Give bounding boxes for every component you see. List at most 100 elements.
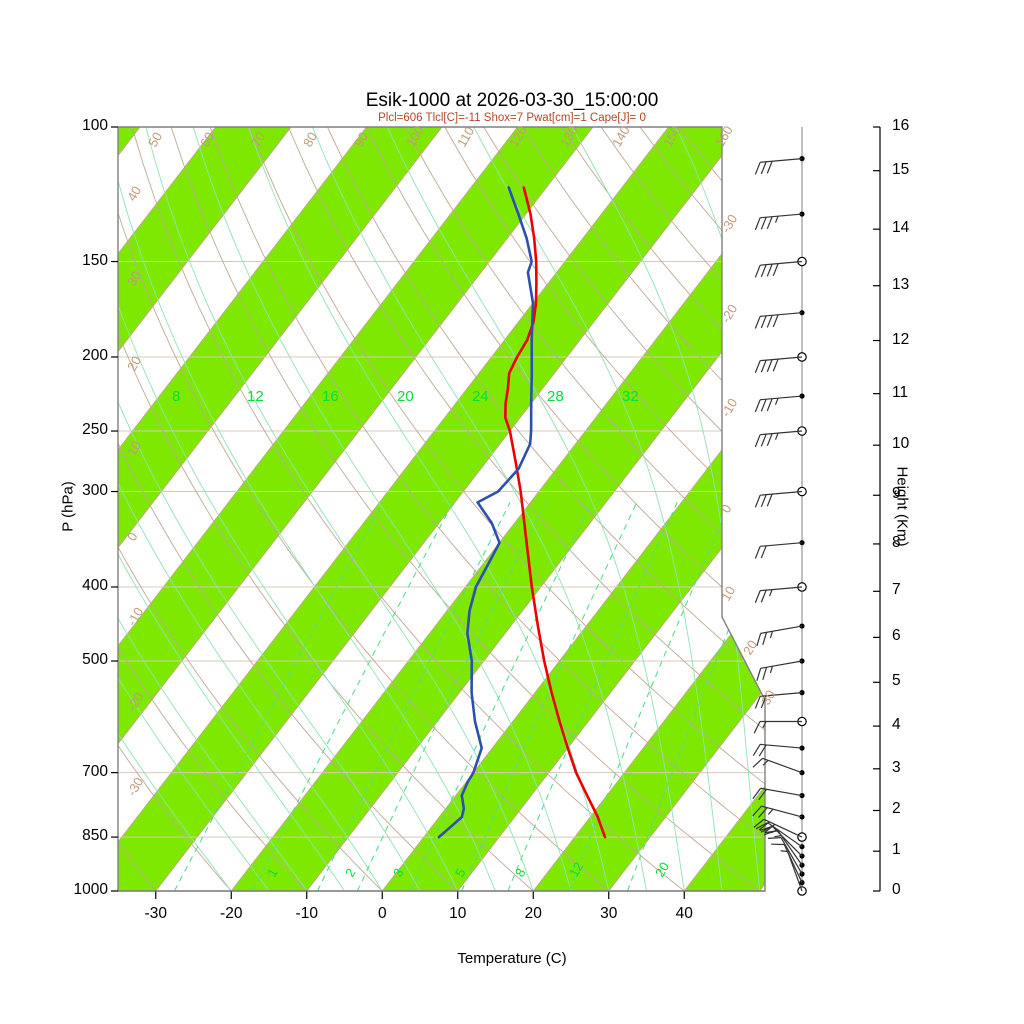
wind-barb-feather [756,668,762,682]
isotherm [118,127,518,891]
height-tick-label: 2 [892,800,901,818]
sounding-temperature-trace [504,186,607,839]
wind-barb-shaft [760,395,803,401]
height-tick-label: 5 [892,672,901,690]
pressure-tick-label: 300 [82,481,108,499]
pressure-tick-label: 1000 [73,881,108,898]
dry-adiabat [835,127,1024,891]
dry-adiabat [118,127,308,891]
mixing-ratio-label-mid: 8 [172,388,181,405]
wind-barb-half-feather [768,589,773,597]
pressure-tick-label: 150 [82,251,108,269]
wind-barb-feather [753,818,765,828]
moist-adiabat [772,127,836,891]
wind-barb-feather [754,546,761,559]
dry-adiabat [170,127,761,891]
dry-adiabat [796,127,1024,891]
mixing-ratio-line [356,502,546,891]
dry-adiabat [118,127,534,891]
wind-barb-shaft [763,818,803,838]
moist-adiabat [118,127,421,891]
moist-adiabat [118,127,270,891]
wind-barb-shaft [767,822,803,848]
wind-barb-feather [766,433,773,447]
mixing-ratio-label-mid: 28 [547,388,564,405]
wind-barb-feather [760,398,767,412]
dry-adiabat [444,127,765,891]
mixing-ratio-label-mid: 12 [247,388,264,405]
dry-adiabat [756,127,765,891]
pressure-tick-label: 100 [82,117,108,134]
wind-barb-half-feather [774,215,779,223]
wind-barb-shaft [780,837,803,875]
moist-adiabat [145,127,534,891]
wind-barb-feather [766,493,773,507]
moist-adiabat [118,127,459,891]
mixing-ratio-label-mid: 20 [397,388,414,405]
wind-barb-feather [772,314,779,328]
wind-level-marker [799,211,805,217]
plot-interior [118,127,1024,891]
pressure-tick-label: 400 [82,576,108,594]
wind-barb-shaft [762,757,803,774]
wind-barb-shaft [760,312,803,317]
mixing-ratio-label-mid: 24 [472,388,489,405]
wind-barb-feather [756,633,762,647]
wind-barb-feather [758,744,767,757]
height-tick-label: 6 [892,627,901,645]
wind-barb-shaft [783,844,803,883]
wind-barb-shaft [760,625,803,634]
wind-barb-feather [754,696,761,709]
wind-barb-shaft [771,825,803,857]
height-tick-label: 12 [892,330,910,348]
wind-barb-half-feather [769,631,774,639]
wind-barb-shaft [760,158,803,163]
wind-barb-feather [754,162,761,175]
dry-adiabat [209,127,765,891]
moist-adiabat [473,127,723,891]
moist-adiabat [118,127,383,891]
wind-barb-feather [760,315,767,329]
wind-barb-feather [752,757,763,768]
wind-barb-half-feather [762,721,767,729]
height-tick-label: 14 [892,219,910,237]
wind-barb-feather [754,217,761,231]
wind-barb-shaft [760,586,803,592]
wind-barb-feather [752,744,761,756]
dry-adiabat [366,127,765,891]
isotherm [532,127,765,891]
height-tick-label: 15 [892,160,910,178]
pressure-tick-label: 500 [82,651,108,668]
temperature-tick-label: 40 [675,905,693,922]
isotherm [118,127,292,891]
wind-level-marker [799,792,805,799]
height-tick-label: 0 [892,881,901,898]
isotherm [118,127,594,891]
wind-barb-feather [758,821,770,831]
wind-barb-half-feather [774,835,782,838]
pressure-tick-label: 850 [82,827,108,845]
wind-barb-feather [766,161,773,174]
mixing-ratio-line [317,502,511,891]
wind-barb-half-feather [762,759,769,766]
moist-adiabat [118,127,232,891]
wind-barb-feather [762,667,768,680]
height-tick-label: 11 [892,383,909,401]
moist-adiabat [118,127,496,891]
x-axis-label: Temperature (C) [457,950,567,967]
wind-barb-feather [760,359,767,373]
wind-barb-feather [758,788,768,801]
wind-barb-half-feather [780,850,788,853]
wind-barb-feather [754,434,761,448]
height-tick-label: 7 [892,581,901,599]
temperature-tick-label: -20 [220,905,243,922]
wind-barb-shaft [760,260,803,266]
wind-barb-group [752,156,807,896]
dry-adiabat [405,127,765,891]
wind-barb-shaft [760,213,803,219]
temperature-tick-label: 0 [377,905,387,922]
mixing-ratio-line [252,502,454,891]
wind-barb-shaft [760,542,803,547]
wind-barb-feather [760,589,767,603]
moist-adiabat [192,127,572,891]
